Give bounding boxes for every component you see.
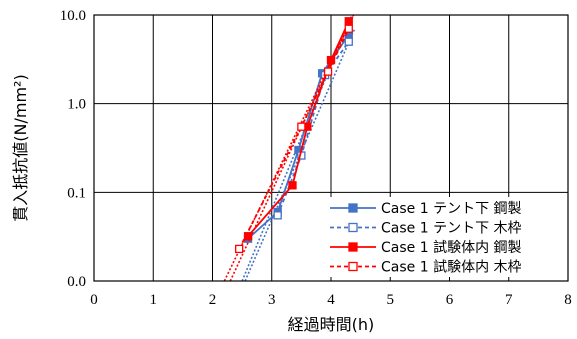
legend-label: Case 1 テント下 鋼製 [381,201,522,217]
x-tick-label: 1 [150,292,158,308]
data-point [323,67,333,76]
data-point [235,244,244,254]
y-tick-label: 10.0 [60,8,86,24]
series [223,15,355,281]
tick-labels: 0 1 2 3 4 5 6 7 8 10.0 1.0 0.1 0.0 [60,8,572,308]
data-point [344,37,353,46]
data-point [348,222,358,233]
y-tick-label: 0.0 [67,274,86,290]
series-line [276,41,350,216]
x-tick-label: 0 [90,292,98,308]
x-tick-label: 3 [268,292,276,308]
data-point [288,181,297,190]
data-point [348,203,358,213]
legend-box [326,197,564,277]
x-tick-label: 4 [327,292,335,308]
y-tick-label: 1.0 [67,97,86,113]
data-point [297,122,306,131]
series-layer [223,15,356,281]
x-axis-label: 経過時間(h) [288,315,375,334]
x-tick-label: 2 [209,292,217,308]
legend-label: Case 1 試験体内 鋼製 [381,240,522,256]
x-tick-label: 6 [446,292,454,308]
plot-area-border [93,14,569,282]
legend-label: Case 1 試験体内 木枠 [381,260,522,276]
trend-line [223,15,355,281]
x-tick-label: 8 [564,292,572,308]
trend-line [241,15,353,281]
y-axis-label: 貫入抵抗値(N/mm²) [11,74,30,221]
data-point [348,242,358,252]
data-point [344,24,353,33]
x-tick-label: 5 [387,292,395,308]
legend-label: Case 1 テント下 木枠 [381,221,522,237]
x-tick-label: 7 [505,292,513,308]
data-point [348,261,358,272]
data-point [273,211,282,220]
legend: Case 1 テント下 鋼製 Case 1 テント下 木枠 Case 1 試験体内 … [326,197,564,277]
y-tick-label: 0.1 [67,185,86,201]
